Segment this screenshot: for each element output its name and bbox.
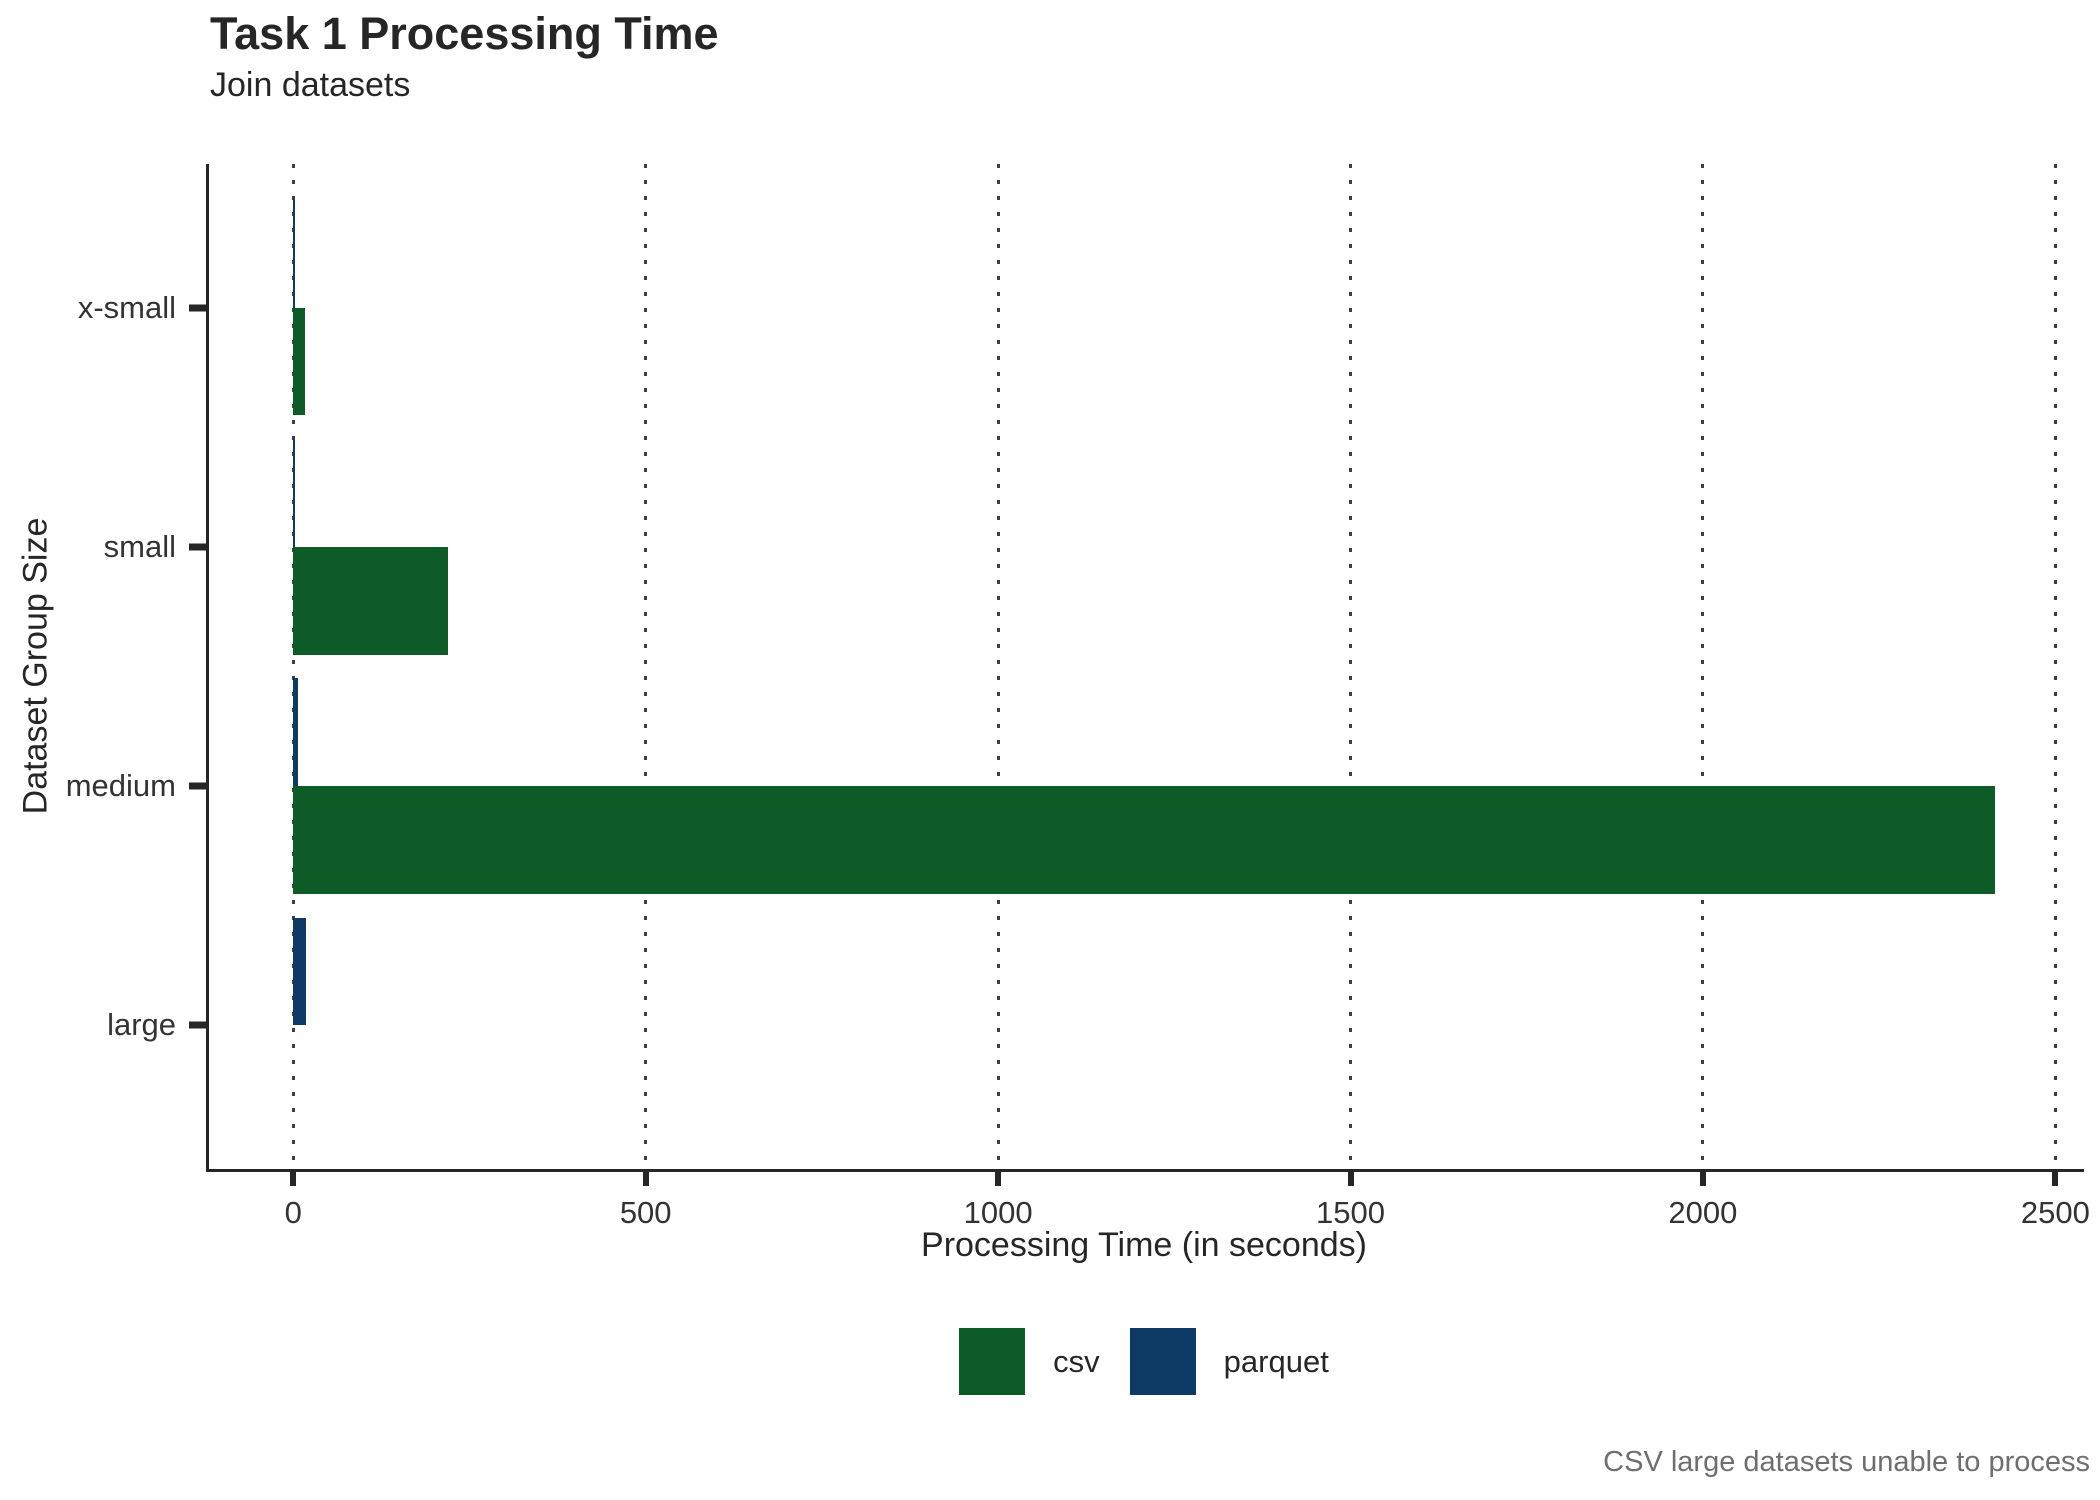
x-tick-label-0: 0 [284, 1195, 302, 1230]
gridline-1000 [996, 164, 1000, 1169]
y-tick-large [189, 1021, 208, 1029]
legend-label-csv: csv [1053, 1343, 1100, 1379]
chart-title: Task 1 Processing Time [210, 8, 719, 59]
gridline-0 [291, 164, 295, 1169]
x-tick-0 [290, 1169, 297, 1186]
x-tick-500 [642, 1169, 649, 1186]
legend-label-parquet: parquet [1223, 1343, 1329, 1379]
y-tick-medium [189, 782, 208, 790]
y-tick-label-x-small: x-small [77, 289, 176, 325]
bar-parquet-large [293, 917, 306, 1026]
bar-csv-small [293, 546, 449, 655]
legend: csv parquet [208, 1328, 2080, 1395]
legend-swatch-parquet [1129, 1328, 1196, 1395]
x-axis-line [206, 1169, 2084, 1172]
legend-entry-csv: csv [959, 1328, 1100, 1395]
plot-panel: x-small small medium large 0 500 1000 1500 2000 2… [66, 164, 2090, 1230]
legend-entry-parquet: parquet [1129, 1328, 1329, 1395]
x-tick-1500 [1347, 1169, 1354, 1186]
y-tick-label-large: large [107, 1007, 176, 1043]
bar-parquet-small [293, 439, 295, 547]
x-tick-1000 [995, 1169, 1002, 1186]
bar-parquet-medium [293, 678, 298, 787]
x-tick-label-2000: 2000 [1668, 1195, 1738, 1230]
x-tick-label-1500: 1500 [1316, 1195, 1385, 1230]
gridline-500 [644, 164, 648, 1169]
y-tick-label-medium: medium [65, 768, 176, 804]
chart-subtitle: Join datasets [210, 66, 411, 104]
gridline-1500 [1349, 164, 1352, 1169]
x-tick-label-500: 500 [619, 1195, 672, 1230]
x-tick-label-1000: 1000 [963, 1195, 1033, 1230]
bar-csv-x-small [293, 307, 305, 416]
x-tick-label-2500: 2500 [2020, 1195, 2090, 1230]
y-tick-label-small: small [103, 528, 176, 564]
y-tick-x-small [189, 304, 208, 312]
chart-caption: CSV large datasets unable to process [1603, 1446, 2090, 1478]
gridline-2000 [1701, 164, 1705, 1169]
x-tick-2500 [2052, 1169, 2059, 1186]
x-axis-title: Processing Time (in seconds) [921, 1226, 1367, 1264]
y-axis-line [206, 164, 209, 1172]
y-tick-small [189, 543, 208, 551]
bar-parquet-x-small [293, 199, 295, 308]
gridline-2500 [2053, 164, 2057, 1169]
bar-csv-medium [293, 786, 1995, 894]
x-tick-2000 [1699, 1169, 1706, 1186]
y-axis-title: Dataset Group Size [16, 517, 55, 815]
legend-swatch-csv [959, 1328, 1026, 1395]
